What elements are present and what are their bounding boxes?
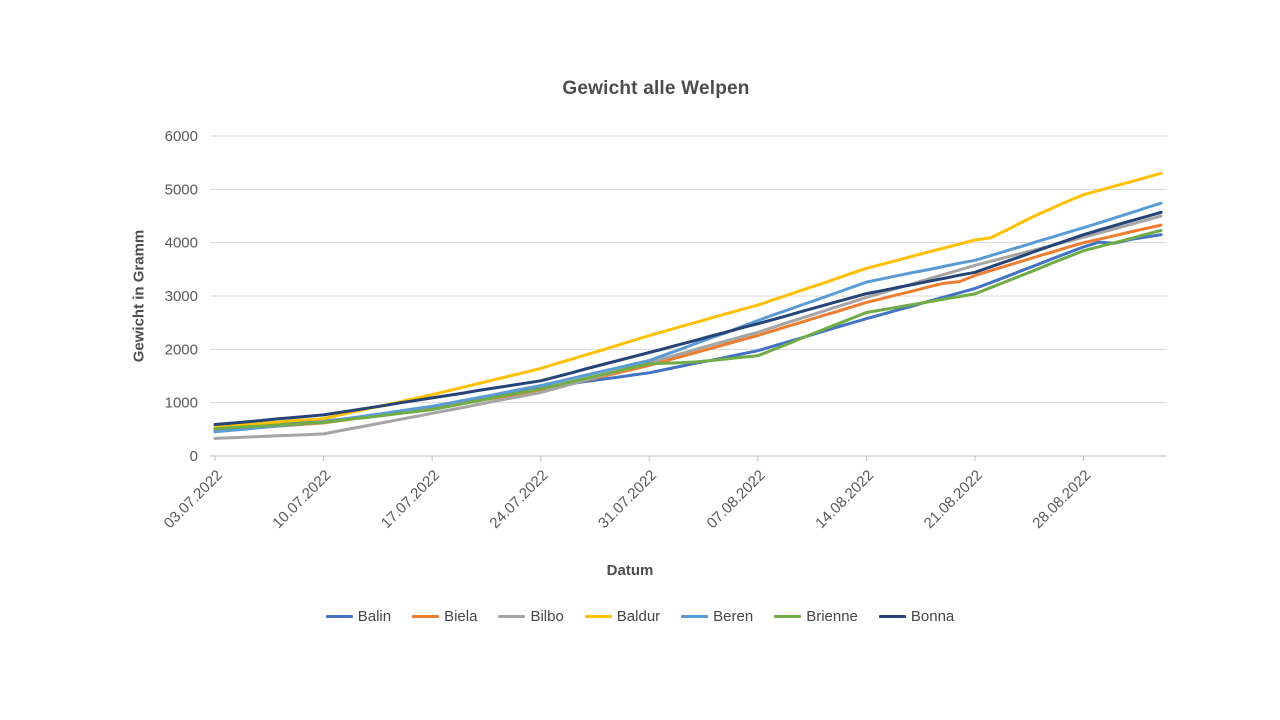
- legend-line-marker-biela: [412, 615, 440, 618]
- x-tick-label: 28.08.2022: [1029, 467, 1094, 532]
- legend-line-marker-brienne: [774, 615, 802, 618]
- legend-item-beren: Beren: [681, 608, 753, 625]
- legend-line-marker-balin: [325, 615, 353, 618]
- legend-item-baldur: Baldur: [584, 608, 661, 625]
- x-axis-title: Datum: [606, 562, 654, 579]
- series-line-balin: [213, 233, 1163, 431]
- y-tick-label: 4000: [165, 235, 198, 252]
- series-line-baldur: [213, 171, 1163, 429]
- series-lines: [213, 171, 1163, 440]
- y-tick-label: 3000: [165, 288, 198, 305]
- x-axis-tick-labels: 03.07.2022 10.07.2022 17.07.2022 24.07.2022…: [161, 467, 1095, 532]
- legend-label-beren: Beren: [713, 608, 754, 625]
- x-tick-label: 17.07.2022: [378, 467, 443, 532]
- x-tick-label: 03.07.2022: [161, 467, 226, 532]
- legend-label-biela: Biela: [444, 608, 478, 625]
- x-tick-label: 24.07.2022: [486, 467, 551, 532]
- legend-item-balin: Balin: [325, 608, 392, 625]
- x-tick-label: 21.08.2022: [921, 467, 986, 532]
- y-tick-label: 5000: [165, 181, 198, 198]
- y-tick-label: 0: [190, 448, 198, 465]
- legend-label-balin: Balin: [357, 608, 392, 625]
- series-line-bilbo: [213, 214, 1163, 440]
- chart-legend: Balin Biela Bilbo Baldur Beren Brienne Bonna: [0, 608, 1280, 625]
- legend-label-bonna: Bonna: [910, 608, 955, 625]
- legend-line-marker-beren: [681, 615, 709, 618]
- legend-item-bonna: Bonna: [878, 608, 955, 625]
- legend-line-marker-baldur: [584, 615, 612, 618]
- x-tick-label: 07.08.2022: [704, 467, 769, 532]
- series-line-brienne: [213, 228, 1163, 431]
- legend-label-baldur: Baldur: [616, 608, 661, 625]
- series-line-bonna: [213, 210, 1163, 426]
- series-line-beren: [213, 201, 1163, 434]
- legend-label-bilbo: Bilbo: [530, 608, 564, 625]
- gridlines: [210, 135, 1167, 404]
- line-chart-plot-area: 0 1000 2000 3000 4000 5000 6000 03.07.2022 10.07…: [161, 128, 1167, 532]
- legend-line-marker-bonna: [878, 615, 906, 618]
- legend-label-brienne: Brienne: [806, 608, 858, 625]
- y-tick-label: 6000: [165, 128, 198, 145]
- y-tick-label: 2000: [165, 341, 198, 358]
- y-tick-label: 1000: [165, 395, 198, 412]
- x-tick-label: 10.07.2022: [269, 467, 334, 532]
- legend-item-bilbo: Bilbo: [498, 608, 564, 625]
- x-axis: [210, 455, 1167, 461]
- y-axis-tick-labels: 0 1000 2000 3000 4000 5000 6000: [165, 128, 198, 465]
- legend-item-biela: Biela: [412, 608, 477, 625]
- x-tick-label: 31.07.2022: [595, 467, 660, 532]
- legend-line-marker-bilbo: [498, 615, 526, 618]
- legend-item-brienne: Brienne: [774, 608, 858, 625]
- x-tick-label: 14.08.2022: [812, 467, 877, 532]
- chart-title: Gewicht alle Welpen: [562, 78, 750, 99]
